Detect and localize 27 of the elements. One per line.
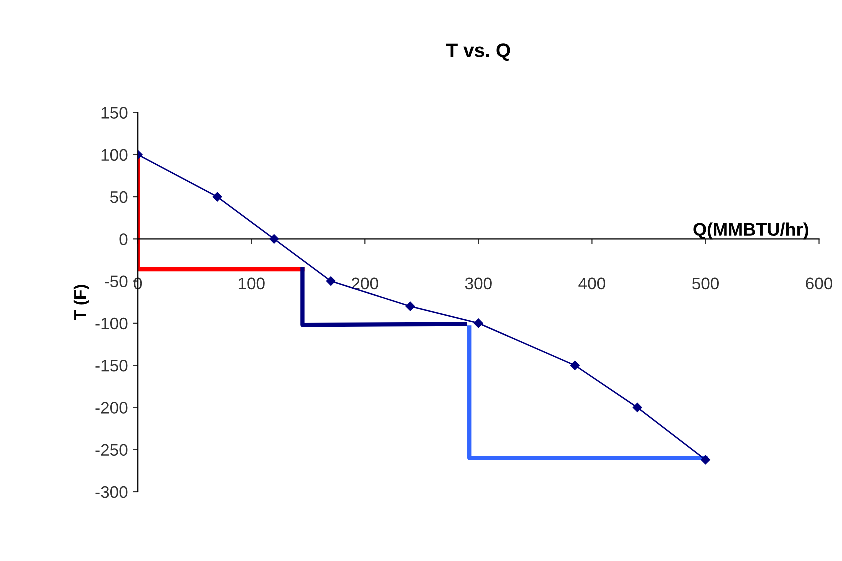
point (632, 403, 642, 412)
y-axis-title: T (F) (74, 285, 90, 320)
point (474, 318, 484, 328)
x-tick-label: 300 (465, 278, 492, 290)
y-tick-label: 0 (120, 234, 128, 246)
x-tick-label: 100 (238, 278, 265, 290)
chart-title: T vs. Q (446, 44, 510, 62)
y-tick-label: 50 (110, 191, 128, 204)
y-tick-label: 100 (102, 149, 128, 162)
y-tick-label: -250 (96, 444, 128, 456)
x-axis-title: Q(MMBTU/hr) (694, 222, 808, 240)
y-tick-label: 150 (102, 107, 128, 119)
x-tick-label: 400 (578, 278, 606, 290)
x-tick-label: 200 (352, 278, 378, 290)
point (326, 276, 336, 286)
point (406, 302, 416, 312)
point (270, 234, 279, 244)
y-tick-label: -50 (105, 276, 128, 288)
point (701, 455, 710, 465)
point (212, 192, 222, 202)
point (570, 360, 580, 370)
x-tick-label: 500 (692, 278, 719, 290)
y-tick-label: -300 (96, 486, 128, 498)
y-tick-label: -100 (96, 318, 128, 330)
x-tick-label: 600 (806, 278, 833, 290)
y-tick-label: -150 (96, 360, 128, 372)
y-tick-label: -200 (96, 402, 128, 414)
